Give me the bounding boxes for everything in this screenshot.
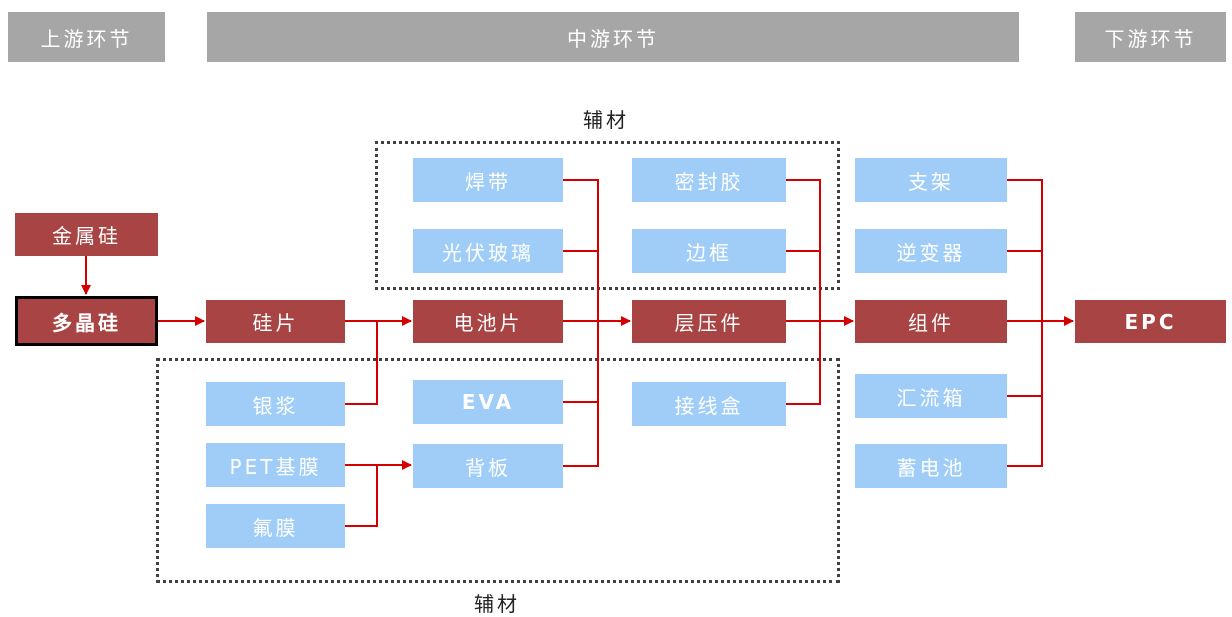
node-battery: 蓄电池 [855,444,1007,488]
node-inverter: 逆变器 [855,229,1007,273]
node-frame: 边框 [632,229,786,273]
stage-header-midstream: 中游环节 [207,12,1019,62]
node-combiner-box: 汇流箱 [855,374,1007,418]
node-bracket: 支架 [855,158,1007,202]
aux-label-top: 辅材 [583,108,629,132]
node-epc: EPC [1075,300,1226,343]
node-eva: EVA [413,380,563,424]
node-laminate: 层压件 [632,300,786,343]
node-fluoro-film: 氟膜 [206,504,345,548]
node-polysilicon: 多晶硅 [15,296,158,346]
node-ribbon: 焊带 [413,158,563,202]
node-metal-silicon: 金属硅 [15,213,158,256]
aux-group-top [375,141,840,290]
aux-group-bottom [156,358,840,583]
stage-header-upstream: 上游环节 [8,12,165,62]
node-pet-film: PET基膜 [206,443,345,487]
node-pv-glass: 光伏玻璃 [413,229,563,273]
stage-header-downstream: 下游环节 [1075,12,1226,62]
node-silver-paste: 银浆 [206,382,345,426]
node-backsheet: 背板 [413,444,563,488]
node-wafer: 硅片 [206,300,345,343]
node-junction-box: 接线盒 [632,382,786,426]
node-cell: 电池片 [413,300,563,343]
node-sealant: 密封胶 [632,158,786,202]
node-module: 组件 [855,300,1007,343]
